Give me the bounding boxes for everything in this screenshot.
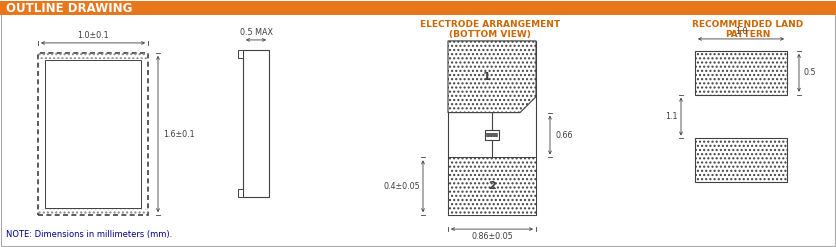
Polygon shape <box>448 41 536 113</box>
Bar <box>695 51 787 95</box>
Text: 1: 1 <box>483 72 491 82</box>
Text: NOTE: Dimensions in millimeters (mm).: NOTE: Dimensions in millimeters (mm). <box>6 230 172 239</box>
Bar <box>0 1 836 15</box>
Text: 1.1: 1.1 <box>665 112 678 121</box>
Bar <box>238 189 243 197</box>
Text: OUTLINE DRAWING: OUTLINE DRAWING <box>6 1 132 15</box>
Text: 1.0: 1.0 <box>735 27 747 37</box>
Text: 0.86±0.05: 0.86±0.05 <box>472 231 512 241</box>
Bar <box>38 53 148 59</box>
Text: 0.66: 0.66 <box>555 130 573 140</box>
Text: 0.4±0.05: 0.4±0.05 <box>383 182 420 191</box>
Text: (BOTTOM VIEW): (BOTTOM VIEW) <box>449 30 531 39</box>
Text: 1.6±0.1: 1.6±0.1 <box>163 129 195 139</box>
Bar <box>448 41 536 215</box>
Text: 0.5: 0.5 <box>803 68 816 77</box>
Text: PATTERN: PATTERN <box>726 30 771 39</box>
Bar <box>448 157 536 215</box>
Text: 1.0±0.1: 1.0±0.1 <box>77 31 109 41</box>
Text: 0.5 MAX: 0.5 MAX <box>239 28 273 38</box>
Bar <box>45 60 141 208</box>
Bar <box>238 50 243 58</box>
Bar <box>38 209 148 215</box>
Bar <box>38 53 148 215</box>
Bar <box>695 139 787 182</box>
Bar <box>243 50 269 197</box>
Text: RECOMMENDED LAND: RECOMMENDED LAND <box>692 20 803 29</box>
Text: ELECTRODE ARRANGEMENT: ELECTRODE ARRANGEMENT <box>420 20 560 29</box>
Bar <box>485 130 499 140</box>
Text: 2: 2 <box>488 181 496 191</box>
